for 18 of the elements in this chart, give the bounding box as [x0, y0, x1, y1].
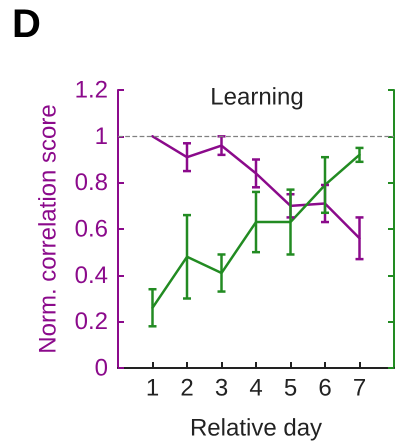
text: D — [12, 2, 41, 47]
x-tick-label: 7 — [352, 374, 366, 402]
y-tick-label: 0.8 — [74, 169, 108, 196]
x-tick-label: 5 — [284, 374, 298, 402]
x-tick-label: 3 — [214, 374, 228, 402]
x-tick-label: 6 — [318, 374, 332, 402]
y-tick-label: 0.4 — [74, 262, 108, 289]
x-tick-label: 4 — [249, 374, 263, 402]
x-axis-title: Relative day — [190, 414, 322, 442]
y-tick-label: 1 — [94, 122, 108, 150]
y-tick-label: 1.2 — [74, 76, 108, 104]
chart-title: Learning — [210, 84, 304, 110]
y-tick-label: 0 — [94, 354, 108, 382]
x-tick-label: 2 — [180, 374, 194, 402]
y-tick-label: 0.6 — [74, 216, 108, 242]
y-tick-label: 0.2 — [74, 308, 108, 336]
y-axis-title: Norm. correlation score — [34, 104, 62, 354]
x-tick-label: 1 — [146, 374, 160, 402]
